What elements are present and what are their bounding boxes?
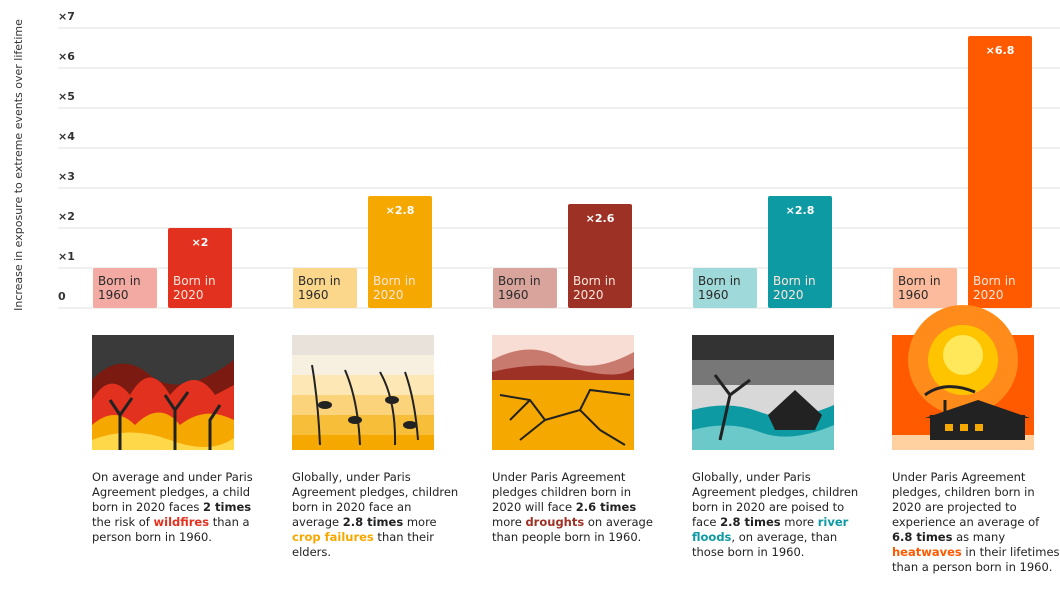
description-text: 2.8 times (342, 515, 404, 529)
bar-series-label: Born in 1960 (298, 274, 341, 302)
value-label: ×2.6 (586, 212, 615, 225)
bar (968, 36, 1032, 308)
description-text: in their lifetimes than a person born in… (892, 545, 1060, 574)
y-tick-label: 0 (58, 290, 66, 303)
crop-illustration (292, 335, 434, 450)
flood-illustration (692, 335, 834, 450)
y-tick-label: ×7 (58, 10, 75, 23)
bar (93, 268, 157, 308)
description-text: heatwaves (892, 545, 962, 559)
description-text: than a person born in 1960. (92, 515, 250, 544)
bar (168, 228, 232, 308)
description-text: more (403, 515, 437, 529)
bar (368, 196, 432, 308)
bar (568, 204, 632, 308)
bar-series-label: Born in 2020 (773, 274, 816, 302)
y-axis-label: Increase in exposure to extreme events o… (12, 19, 25, 311)
description-text: droughts (525, 515, 585, 529)
heatwave-illustration (892, 305, 1034, 450)
bar-series-label: Born in 1960 (898, 274, 941, 302)
description-text: , on average, than those born in 1960. (692, 530, 838, 559)
description-text: Globally, under Paris Agreement pledges,… (292, 470, 459, 529)
description-text: Under Paris Agreement pledges, children … (892, 470, 1040, 529)
description-text: river floods (692, 515, 849, 544)
description-text: on average than people born in 1960. (492, 515, 653, 544)
wildfire-illustration (92, 335, 234, 450)
y-tick-label: ×5 (58, 90, 75, 103)
value-label: ×2.8 (386, 204, 415, 217)
description-text: crop failures (292, 530, 374, 544)
y-tick-label: ×1 (58, 250, 75, 263)
value-label: ×6.8 (986, 44, 1015, 57)
bar-series-label: Born in 2020 (973, 274, 1016, 302)
bar-series-label: Born in 1960 (98, 274, 141, 302)
description: Under Paris Agreement pledges children b… (492, 470, 660, 545)
description-text: 2 times (203, 500, 252, 514)
description-text: Globally, under Paris Agreement pledges,… (692, 470, 859, 529)
description-text: wildfires (153, 515, 210, 529)
description-text: On average and under Paris Agreement ple… (92, 470, 253, 514)
description-text: 6.8 times (892, 530, 953, 544)
description: Globally, under Paris Agreement pledges,… (292, 470, 460, 560)
description-text: more (780, 515, 818, 529)
y-tick-label: ×2 (58, 210, 75, 223)
bar-series-label: Born in 2020 (173, 274, 216, 302)
y-tick-label: ×3 (58, 170, 75, 183)
y-tick-label: ×4 (58, 130, 75, 143)
y-tick-label: ×6 (58, 50, 75, 63)
description-text: as many (952, 530, 1006, 544)
drought-illustration (492, 335, 634, 450)
bar (493, 268, 557, 308)
description: Under Paris Agreement pledges, children … (892, 470, 1060, 575)
bar-series-label: Born in 1960 (498, 274, 541, 302)
description-text: Under Paris Agreement pledges children b… (492, 470, 631, 514)
bar-series-label: Born in 2020 (573, 274, 616, 302)
bar (293, 268, 357, 308)
bar-series-label: Born in 1960 (698, 274, 741, 302)
description-text: the risk of (92, 515, 154, 529)
description-text: more (492, 515, 526, 529)
bar (893, 268, 957, 308)
value-label: ×2.8 (786, 204, 815, 217)
description-text: than their elders. (292, 530, 435, 559)
value-label: ×2 (192, 236, 209, 249)
bar (693, 268, 757, 308)
description-text: 2.6 times (575, 500, 637, 514)
bar (768, 196, 832, 308)
description: On average and under Paris Agreement ple… (92, 470, 260, 545)
description-text: 2.8 times (720, 515, 781, 529)
bar-series-label: Born in 2020 (373, 274, 416, 302)
description: Globally, under Paris Agreement pledges,… (692, 470, 860, 560)
